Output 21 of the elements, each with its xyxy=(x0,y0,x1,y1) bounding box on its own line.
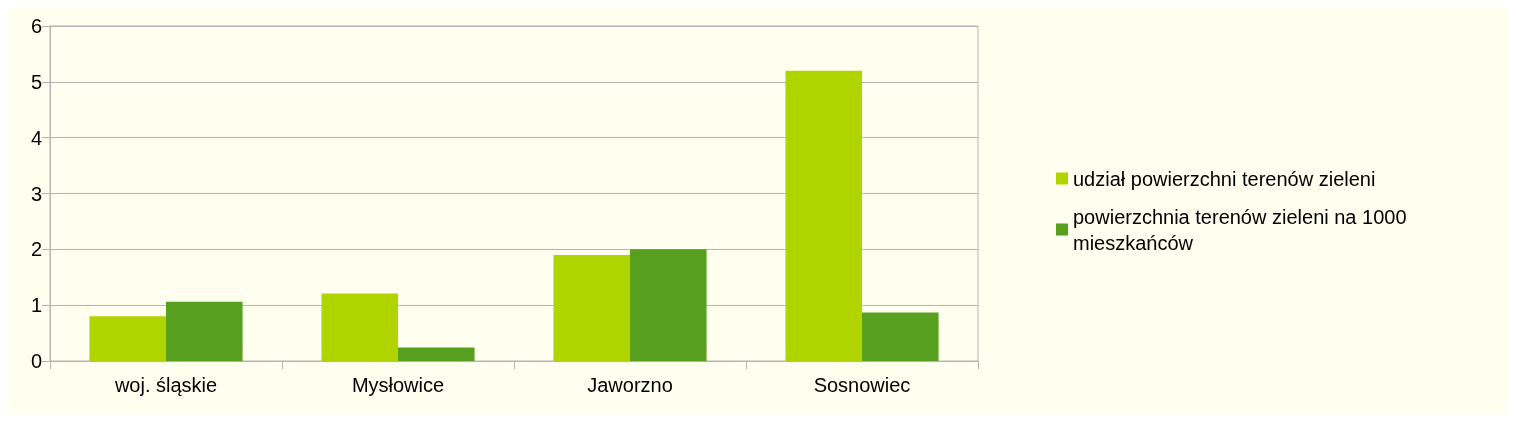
x-tick-label: Sosnowiec xyxy=(813,374,911,396)
y-tick-label: 5 xyxy=(30,70,42,93)
y-tick-label: 6 xyxy=(30,15,42,37)
x-tick-label: woj. śląskie xyxy=(113,374,218,396)
bar xyxy=(321,293,398,361)
bar xyxy=(785,70,862,361)
bar xyxy=(398,347,475,361)
bar xyxy=(862,312,939,361)
x-tick-label: Mysłowice xyxy=(351,374,445,396)
bar xyxy=(630,249,707,361)
bar xyxy=(166,301,243,361)
legend-label: powierzchnia terenów zieleni na 1000 mieszkańców xyxy=(1073,205,1413,254)
y-tick-label: 1 xyxy=(30,294,42,317)
y-tick-label: 4 xyxy=(30,126,42,149)
bar xyxy=(89,316,166,361)
y-tick-label: 0 xyxy=(30,350,42,372)
legend-label: udział powierzchni terenów zieleni xyxy=(1073,167,1376,190)
x-tick-label: Jaworzno xyxy=(587,374,673,396)
bar xyxy=(553,254,630,361)
y-tick-label: 2 xyxy=(30,238,42,261)
y-tick-label: 3 xyxy=(30,182,42,205)
